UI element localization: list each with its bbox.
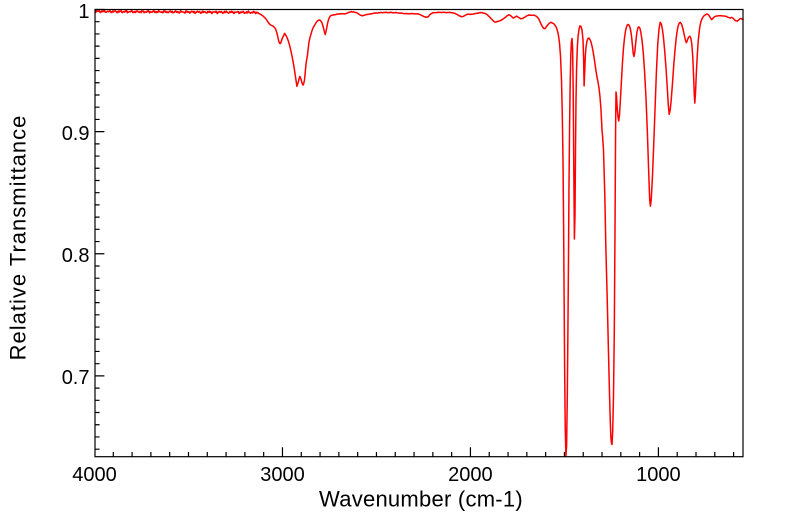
svg-text:Wavenumber (cm-1): Wavenumber (cm-1) — [319, 487, 523, 512]
svg-text:0.7: 0.7 — [62, 367, 90, 389]
svg-text:0.9: 0.9 — [62, 123, 90, 145]
svg-text:0.8: 0.8 — [62, 245, 90, 267]
svg-text:4000: 4000 — [72, 464, 117, 486]
svg-text:Relative Transmittance: Relative Transmittance — [6, 115, 31, 361]
svg-text:1: 1 — [78, 1, 89, 23]
svg-text:2000: 2000 — [448, 464, 493, 486]
svg-text:3000: 3000 — [260, 464, 305, 486]
svg-text:1000: 1000 — [636, 464, 681, 486]
